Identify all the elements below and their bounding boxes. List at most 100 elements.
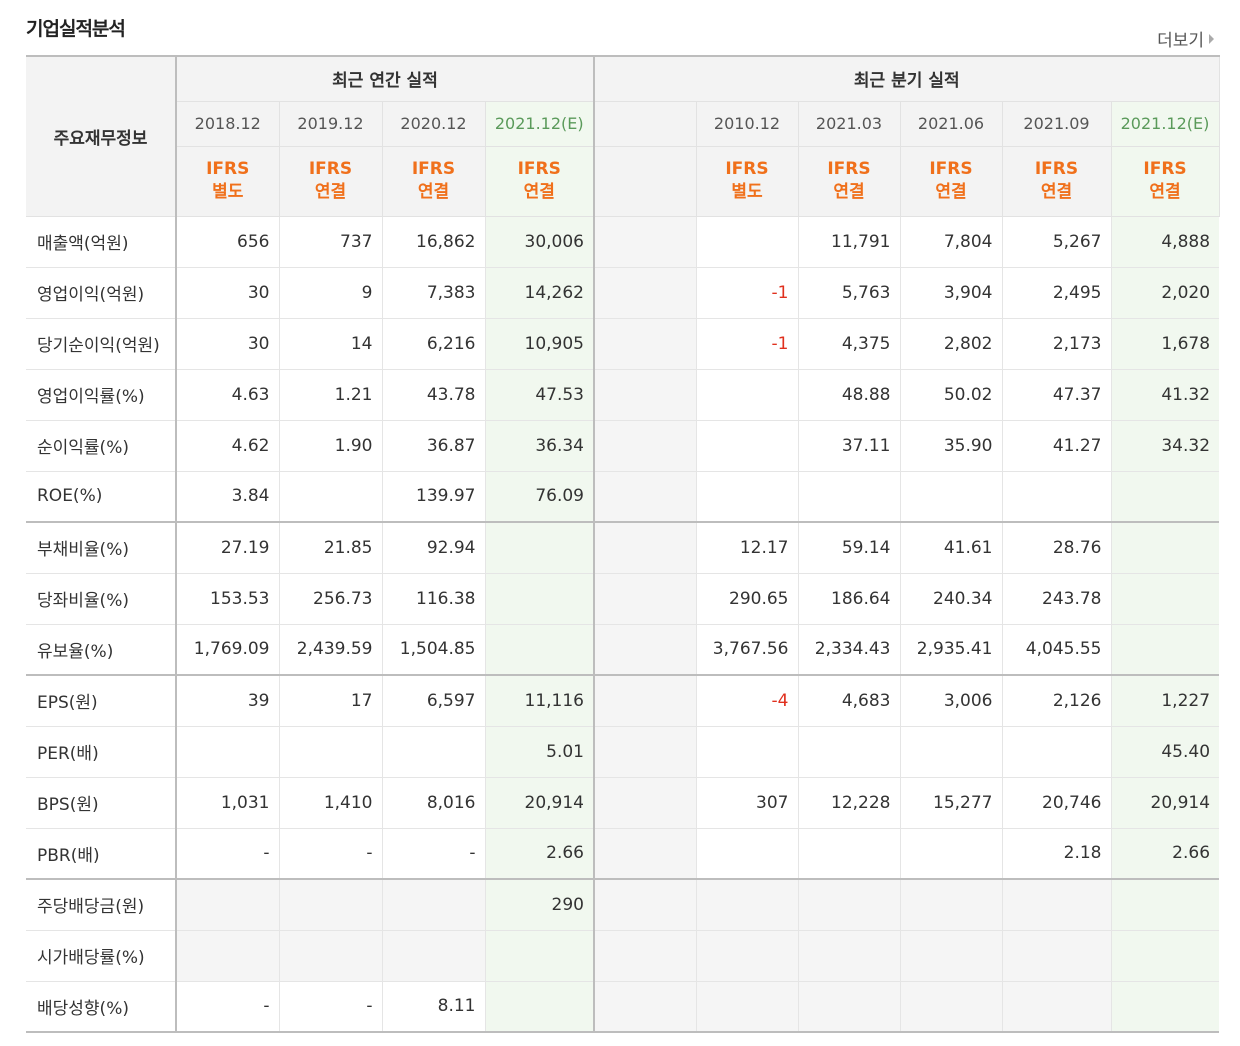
row-label: 당좌비율(%) xyxy=(26,573,177,625)
row-label: 유보율(%) xyxy=(26,624,177,676)
quarter-value-cell: 3,006 xyxy=(900,674,1003,727)
row-header-title: 주요재무정보 xyxy=(26,55,177,217)
annual-value-cell: 30 xyxy=(176,318,280,370)
quarter-value-cell xyxy=(594,624,697,676)
quarter-value-cell xyxy=(798,726,901,778)
quarter-value-cell: -1 xyxy=(696,318,799,370)
annual-value-cell: 1,769.09 xyxy=(176,624,280,676)
quarter-value-cell xyxy=(798,930,901,982)
annual-value-cell xyxy=(279,726,383,778)
annual-value-cell: 737 xyxy=(279,216,383,268)
quarter-value-cell: 4,683 xyxy=(798,674,901,727)
quarter-value-cell: 7,804 xyxy=(900,216,1003,268)
annual-group-header: 최근 연간 실적 xyxy=(175,55,595,102)
quarter-value-cell: 41.27 xyxy=(1002,420,1112,472)
annual-value-cell: 290 xyxy=(485,878,595,931)
annual-value-cell: 6,216 xyxy=(382,318,486,370)
row-label: 매출액(억원) xyxy=(26,216,177,268)
annual-value-cell: 76.09 xyxy=(485,471,595,523)
annual-value-cell: 256.73 xyxy=(279,573,383,625)
row-label: 시가배당률(%) xyxy=(26,930,177,982)
quarter-value-cell xyxy=(1111,573,1220,625)
table-row: 순이익률(%) 4.62 1.90 36.87 36.34 37.11 35.90 41.27… xyxy=(26,420,1220,472)
quarter-value-cell: 45.40 xyxy=(1111,726,1220,778)
quarter-value-cell: 2.18 xyxy=(1002,828,1112,880)
period-header: 2018.12 xyxy=(175,100,280,147)
annual-value-cell: 27.19 xyxy=(176,521,280,574)
annual-value-cell: 21.85 xyxy=(279,521,383,574)
quarter-value-cell xyxy=(900,981,1003,1033)
quarter-value-cell: 2,126 xyxy=(1002,674,1112,727)
annual-value-cell: 1.90 xyxy=(279,420,383,472)
annual-value-cell: 39 xyxy=(176,674,280,727)
quarter-value-cell xyxy=(900,878,1003,931)
period-header: 2021.03 xyxy=(797,100,901,147)
quarter-value-cell xyxy=(594,828,697,880)
annual-value-cell xyxy=(485,981,595,1033)
period-header: 2021.06 xyxy=(899,100,1003,147)
quarter-value-cell xyxy=(594,369,697,421)
annual-value-cell: 6,597 xyxy=(382,674,486,727)
table-row: 당기순이익(억원) 30 14 6,216 10,905 -1 4,375 2,802 2,17… xyxy=(26,318,1220,370)
annual-value-cell: 10,905 xyxy=(485,318,595,370)
quarter-value-cell: 34.32 xyxy=(1111,420,1220,472)
quarter-value-cell xyxy=(696,471,799,523)
quarter-value-cell xyxy=(594,521,697,574)
quarter-value-cell xyxy=(900,828,1003,880)
ifrs-header: IFRS 연결 xyxy=(484,145,595,217)
annual-value-cell xyxy=(382,878,486,931)
ifrs-standard: IFRS xyxy=(308,159,353,179)
table-row: 배당성향(%) - -8.11 xyxy=(26,981,1220,1033)
quarter-value-cell: 12,228 xyxy=(798,777,901,829)
quarter-value-cell xyxy=(696,420,799,472)
ifrs-standard: IFRS xyxy=(517,159,561,179)
ifrs-header: IFRS 별도 xyxy=(695,145,799,217)
period-header: 2021.09 xyxy=(1001,100,1112,147)
row-label: 주당배당금(원) xyxy=(26,878,177,931)
quarter-value-cell: 243.78 xyxy=(1002,573,1112,625)
quarter-value-cell: 35.90 xyxy=(900,420,1003,472)
annual-value-cell: - xyxy=(382,828,486,880)
annual-value-cell xyxy=(176,930,280,982)
quarter-value-cell: 2,802 xyxy=(900,318,1003,370)
quarter-value-cell: 1,227 xyxy=(1111,674,1220,727)
quarter-value-cell xyxy=(696,369,799,421)
quarter-value-cell: 41.32 xyxy=(1111,369,1220,421)
quarter-value-cell: 41.61 xyxy=(900,521,1003,574)
quarter-value-cell: 2.66 xyxy=(1111,828,1220,880)
more-label: 더보기 xyxy=(1157,31,1204,51)
annual-value-cell xyxy=(382,930,486,982)
quarter-value-cell xyxy=(1111,521,1220,574)
quarter-value-cell: 47.37 xyxy=(1002,369,1112,421)
quarter-value-cell: 28.76 xyxy=(1002,521,1112,574)
quarter-value-cell xyxy=(594,981,697,1033)
quarter-value-cell: 290.65 xyxy=(696,573,799,625)
quarter-value-cell xyxy=(1111,930,1220,982)
period-row: 2018.12 2019.12 2020.12 2021.12(E) 2010.12 20… xyxy=(26,100,1220,147)
ifrs-standard: IFRS xyxy=(411,159,456,179)
quarter-value-cell xyxy=(798,981,901,1033)
quarter-value-cell: 15,277 xyxy=(900,777,1003,829)
quarter-value-cell xyxy=(594,878,697,931)
quarter-value-cell xyxy=(696,930,799,982)
quarter-value-cell xyxy=(594,777,697,829)
table-row: 주당배당금(원) 290 xyxy=(26,878,1220,931)
ifrs-header: IFRS 연결 xyxy=(1001,145,1112,217)
row-label: ROE(%) xyxy=(26,471,177,523)
quarter-value-cell xyxy=(798,828,901,880)
annual-value-cell: 36.34 xyxy=(485,420,595,472)
annual-value-cell: 1,031 xyxy=(176,777,280,829)
ifrs-scope: 연결 xyxy=(833,182,865,202)
annual-value-cell xyxy=(485,573,595,625)
ifrs-standard: IFRS xyxy=(725,159,769,179)
ifrs-header: IFRS 연결 xyxy=(381,145,486,217)
period-header: 2010.12 xyxy=(695,100,799,147)
quarter-value-cell xyxy=(696,726,799,778)
table-row: 부채비율(%) 27.19 21.85 92.94 12.17 59.14 41.61 28.… xyxy=(26,521,1220,574)
period-header: 2019.12 xyxy=(278,100,383,147)
table-row: BPS(원) 1,031 1,410 8,016 20,914 307 12,228 15,2… xyxy=(26,777,1220,829)
ifrs-header: IFRS 연결 xyxy=(278,145,383,217)
quarter-value-cell xyxy=(594,674,697,727)
more-link[interactable]: 더보기 xyxy=(1157,26,1214,51)
quarter-value-cell xyxy=(696,828,799,880)
